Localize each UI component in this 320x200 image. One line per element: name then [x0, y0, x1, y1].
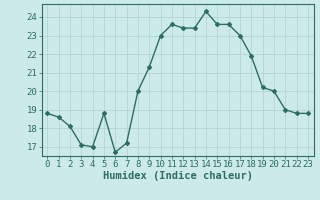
- X-axis label: Humidex (Indice chaleur): Humidex (Indice chaleur): [103, 171, 252, 181]
